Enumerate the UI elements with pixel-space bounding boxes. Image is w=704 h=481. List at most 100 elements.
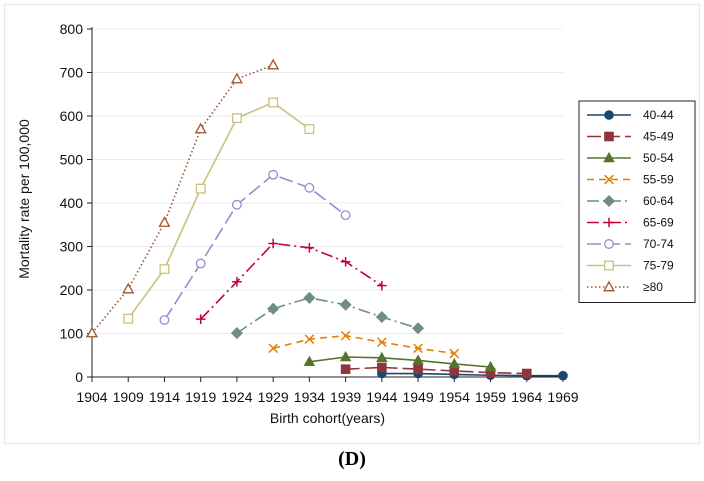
data-point	[412, 322, 425, 335]
legend-label: 55-59	[643, 173, 674, 187]
panel-caption-text: (D)	[338, 448, 366, 470]
data-point	[231, 113, 242, 124]
data-point	[303, 355, 316, 366]
legend-marker	[604, 217, 614, 228]
legend-label: 45-49	[643, 130, 674, 144]
x-tick-label: 1919	[185, 389, 216, 405]
legend-item: 40-44	[587, 108, 674, 122]
legend-label: 75-79	[643, 259, 674, 273]
data-point	[267, 58, 280, 70]
chart-frame: 0 100 200 300 400 500 600 700 800 1904 1909 1914 191…	[4, 4, 700, 444]
legend-label: 60-64	[643, 194, 674, 208]
data-point	[268, 97, 279, 108]
data-point	[376, 351, 388, 363]
legend-label: 70-74	[643, 237, 674, 251]
series-8	[85, 58, 280, 338]
legend-marker	[604, 260, 614, 271]
data-point	[413, 343, 423, 354]
mortality-line-chart: 0 100 200 300 400 500 600 700 800 1904 1909 1914 191…	[16, 21, 696, 426]
data-point	[412, 354, 424, 365]
data-point	[194, 122, 207, 134]
data-point	[413, 364, 423, 374]
legend-marker	[604, 110, 614, 120]
series-4	[230, 291, 425, 340]
x-tick-label: 1909	[113, 389, 144, 405]
x-tick-label: 1914	[149, 389, 180, 405]
legend-marker	[604, 131, 614, 142]
x-tick-label: 1924	[221, 389, 252, 405]
data-point	[195, 258, 206, 269]
legend-item: 50-54	[587, 151, 674, 165]
legend-label: 40-44	[643, 108, 674, 122]
x-tick-label: 1904	[76, 389, 107, 405]
legend: 40-44 45-49 50-54 55-59 60-64 65-69 70-74 75-79…	[578, 100, 696, 303]
data-point	[304, 182, 315, 193]
data-point	[304, 243, 315, 253]
data-point	[304, 124, 315, 135]
data-point	[340, 330, 351, 341]
panel-caption: (D)	[0, 448, 704, 471]
axes: 0 100 200 300 400 500 600 700 800 1904 1909 1914 191…	[60, 21, 579, 405]
legend-item: 60-64	[587, 194, 674, 208]
series-5	[195, 238, 387, 324]
x-tick-label: 1964	[511, 389, 542, 405]
y-tick-label: 400	[60, 195, 84, 211]
data-point	[267, 302, 280, 315]
data-point	[449, 348, 460, 359]
data-point	[377, 337, 387, 348]
legend-marker	[602, 280, 616, 292]
grid	[92, 28, 563, 334]
y-tick-label: 300	[60, 239, 84, 255]
legend-marker	[604, 239, 614, 249]
series-line	[381, 372, 563, 377]
data-point	[85, 326, 99, 338]
data-point	[340, 210, 351, 221]
series-line	[163, 173, 347, 321]
y-tick-label: 800	[60, 21, 84, 37]
y-tick-label: 100	[60, 326, 84, 342]
data-point	[339, 298, 352, 311]
legend-label: ≥80	[643, 280, 663, 294]
data-point	[232, 276, 242, 287]
data-point	[303, 291, 316, 304]
series-line	[272, 334, 455, 355]
data-point	[268, 238, 278, 249]
data-point	[230, 327, 243, 340]
data-point	[340, 256, 351, 267]
y-tick-label: 0	[75, 369, 83, 385]
legend-item: 75-79	[587, 259, 674, 273]
legend-label: 65-69	[643, 216, 674, 230]
series-line	[91, 64, 274, 334]
data-point	[304, 334, 315, 344]
data-point	[448, 357, 461, 369]
legend-marker	[603, 151, 615, 163]
data-point	[123, 313, 134, 324]
data-point	[195, 314, 206, 324]
legend-item: 55-59	[587, 173, 674, 187]
data-point	[159, 315, 170, 325]
legend-label: 50-54	[643, 151, 674, 165]
x-tick-label: 1934	[294, 389, 325, 405]
y-tick-label: 500	[60, 152, 84, 168]
data-point	[340, 364, 351, 374]
data-point	[122, 282, 135, 294]
series-line	[309, 356, 491, 368]
data-point	[159, 264, 170, 275]
series-layer	[85, 58, 568, 381]
legend-marker	[602, 194, 616, 208]
series-line	[345, 366, 527, 375]
legend-item: 65-69	[587, 216, 674, 230]
data-point	[375, 310, 388, 323]
series-7	[123, 97, 315, 324]
y-axis-title: Mortality rate per 100,000	[16, 119, 32, 279]
x-tick-label: 1949	[402, 389, 433, 405]
legend-item: 70-74	[587, 237, 674, 251]
x-axis-title: Birth cohort(years)	[270, 410, 385, 426]
y-tick-label: 700	[60, 65, 84, 81]
data-point	[339, 350, 352, 362]
x-tick-label: 1969	[547, 389, 578, 405]
x-tick-label: 1929	[258, 389, 289, 405]
series-line	[200, 242, 383, 320]
x-tick-label: 1954	[439, 389, 470, 405]
x-tick-label: 1939	[330, 389, 361, 405]
